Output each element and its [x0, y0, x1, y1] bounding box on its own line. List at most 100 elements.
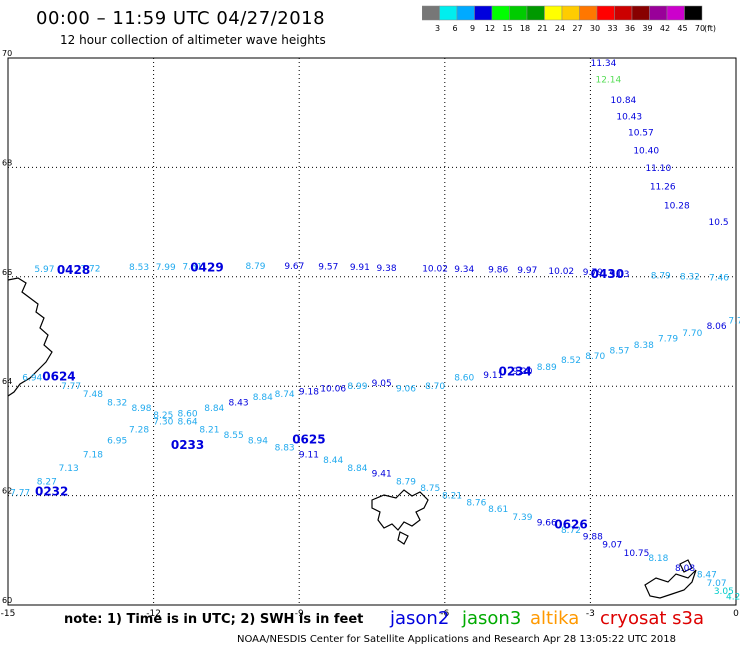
y-tick-label: 70: [2, 49, 12, 58]
pass-time-label: 0233: [171, 438, 204, 452]
scale-label: 24: [555, 24, 565, 33]
scale-unit: (ft): [704, 24, 716, 33]
wave-height-label: 8.52: [561, 356, 581, 366]
wave-height-label: 7.77: [61, 382, 81, 392]
wave-height-label: 10.02: [422, 264, 448, 274]
wave-height-label: 9.88: [583, 532, 603, 542]
wave-height-label: 8.47: [697, 571, 717, 581]
wave-height-label: 8.57: [609, 346, 629, 356]
wave-height-label: 8.75: [420, 484, 440, 494]
wave-height-label: 7.39: [512, 513, 532, 523]
x-tick-label: -12: [146, 609, 161, 619]
wave-height-label: 8.25: [153, 411, 173, 421]
wave-height-label: 8.94: [248, 437, 268, 447]
x-tick-label: -15: [1, 609, 16, 619]
wave-height-label: 8.79: [396, 478, 416, 488]
x-tick-label: -6: [440, 609, 449, 619]
wave-height-label: 9.20: [512, 367, 532, 377]
coastline-greenland: [7, 277, 53, 397]
wave-height-label: 8.06: [707, 322, 727, 332]
scale-label: 42: [660, 24, 670, 33]
wave-height-label: 7.30: [153, 417, 173, 427]
pass-time-label: 0624: [42, 370, 75, 384]
wave-height-label: 8.08: [675, 564, 695, 574]
wave-height-label: 8.43: [229, 398, 249, 408]
wave-height-label: 7.18: [83, 450, 103, 460]
wave-height-label: 7.81: [182, 263, 202, 273]
wave-height-label: 7.28: [129, 426, 149, 436]
x-tick-label: -3: [586, 609, 595, 619]
scale-label: 18: [520, 24, 530, 33]
wave-height-label: 9.06: [396, 385, 416, 395]
wave-height-label: 9.38: [377, 264, 397, 274]
wave-height-label: 8.32: [680, 273, 700, 283]
wave-height-label: 9.41: [372, 469, 392, 479]
legend-jason3: jason3: [462, 608, 522, 629]
y-tick-label: 64: [2, 377, 12, 386]
scale-label: 12: [485, 24, 495, 33]
pass-time-label: 0428: [57, 263, 90, 277]
wave-height-label: 8.84: [204, 404, 224, 414]
wave-height-label: 7.70: [728, 316, 740, 326]
wave-height-label: 8.99: [347, 382, 367, 392]
pass-time-label: 0625: [292, 433, 325, 447]
wave-height-label: 9.67: [284, 262, 304, 272]
wave-height-label: 7.99: [156, 263, 176, 273]
wave-height-label: 8.83: [275, 444, 295, 454]
wave-height-label: 8.64: [178, 417, 198, 427]
wave-height-label: 8.72: [561, 526, 581, 536]
wave-height-label: 8.89: [537, 363, 557, 373]
coastline-group: [7, 277, 697, 599]
wave-height-label: 10.5: [709, 218, 729, 228]
pass-time-label: 0232: [35, 485, 68, 499]
wave-height-label: 9.11: [299, 450, 319, 460]
wave-height-label: 8.74: [275, 390, 295, 400]
wave-height-label: 7.72: [80, 264, 100, 274]
scale-label: 21: [537, 24, 547, 33]
wave-height-label: 9.86: [488, 265, 508, 275]
wave-height-label: 10.28: [664, 201, 690, 211]
y-tick-label: 68: [2, 158, 12, 167]
wave-height-label: 10.57: [628, 129, 654, 139]
pass-time-label: 0626: [554, 517, 587, 531]
x-tick-label: 0: [733, 609, 739, 619]
scale-label: 45: [677, 24, 687, 33]
wave-height-label: 11.10: [645, 164, 671, 174]
wave-height-label: 8.21: [442, 491, 462, 501]
wave-height-label: 12.14: [595, 76, 621, 86]
coastline-islet: [679, 559, 693, 573]
wave-height-label: 10.43: [616, 112, 642, 122]
wave-height-label: 7.79: [658, 334, 678, 344]
legend-jason2: jason2: [390, 608, 450, 629]
scale-label: 30: [590, 24, 600, 33]
wave-height-label: 8.70: [585, 352, 605, 362]
wave-height-label: 3.05: [714, 587, 734, 597]
wave-height-label: 9.34: [454, 265, 474, 275]
wave-height-label: 8.60: [454, 374, 474, 384]
scale-label: 15: [502, 24, 512, 33]
wave-height-label: 8.70: [425, 382, 445, 392]
coastline-faroe-islands: [371, 489, 429, 531]
scale-label: 6: [452, 24, 457, 33]
wave-height-label: 7.07: [707, 579, 727, 589]
y-tick-label: 60: [2, 596, 12, 605]
wave-height-label: 9.57: [318, 263, 338, 273]
wave-height-label: 8.44: [323, 456, 343, 466]
wave-height-label: 7.77: [10, 489, 30, 499]
wave-height-label: 8.53: [129, 263, 149, 273]
scale-swatch: [684, 5, 703, 21]
plot-frame: [7, 57, 737, 606]
wave-height-label: 10.02: [548, 267, 574, 277]
wave-height-label: 8.98: [131, 404, 151, 414]
scale-label: 70: [695, 24, 705, 33]
wave-height-label: 10.06: [320, 385, 346, 395]
wave-height-label: 6.95: [107, 437, 127, 447]
scale-label: 36: [625, 24, 635, 33]
legend-cryosat-s3a: cryosat s3a: [600, 608, 705, 629]
wave-height-label: 9.97: [517, 266, 537, 276]
wave-height-label: 5.97: [34, 265, 54, 275]
wave-height-label: 10.84: [611, 96, 637, 106]
wave-height-label: 9.11: [483, 371, 503, 381]
y-tick-label: 62: [2, 487, 12, 496]
